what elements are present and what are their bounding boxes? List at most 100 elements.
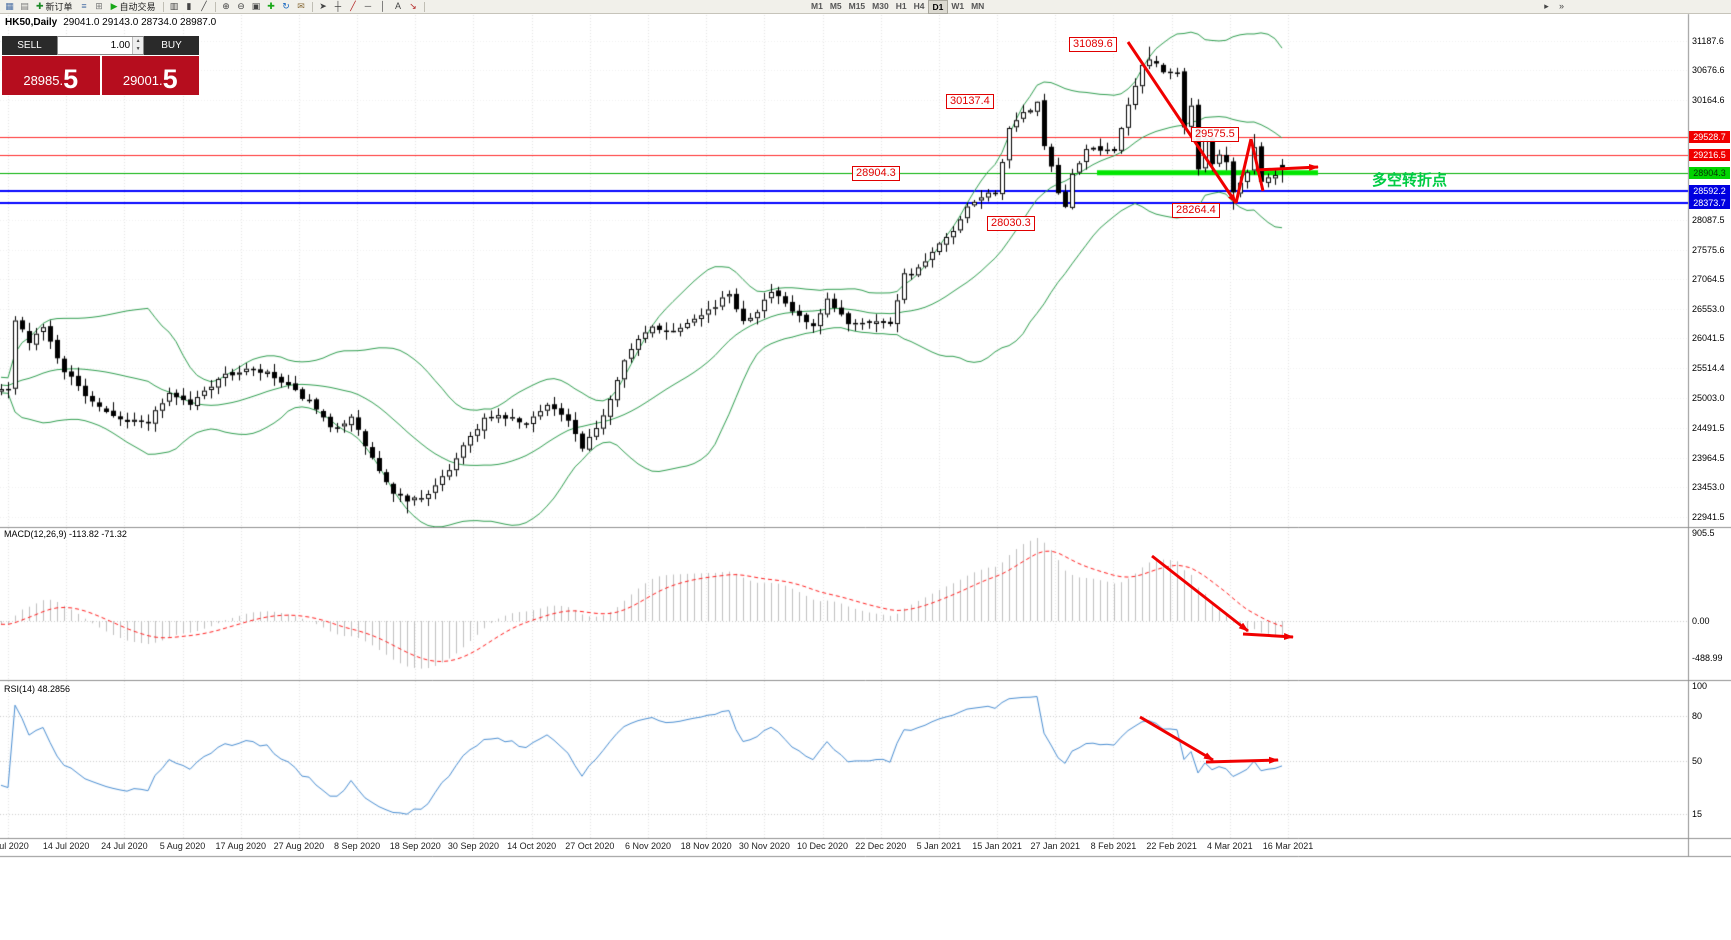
arrows-tool-icon[interactable]: ↘ — [409, 1, 417, 11]
pivot-annotation-text: 多空转折点 — [1372, 172, 1448, 189]
crosshair-icon[interactable]: ┼ — [334, 1, 342, 11]
sell-price-panel[interactable]: 28985. 5 — [2, 56, 100, 95]
mail-icon[interactable]: ✉ — [297, 1, 305, 11]
hline-icon[interactable]: ─ — [364, 1, 372, 11]
profiles-icon[interactable]: ▤ — [20, 1, 29, 11]
date-tick-label: 18 Nov 2020 — [680, 841, 732, 851]
date-tick-label: 2 Jul 2020 — [0, 841, 29, 851]
buy-price-frac: 5 — [162, 64, 178, 95]
price-tick-label: 25003.0 — [1692, 393, 1725, 403]
price-annotation-box: 28264.4 — [1172, 203, 1220, 218]
macd-tick-label: 0.00 — [1692, 616, 1710, 626]
price-level-badge: 28904.3 — [1689, 166, 1730, 179]
volume-up-icon[interactable]: ▲ — [133, 37, 143, 46]
date-tick-label: 27 Aug 2020 — [273, 841, 325, 851]
price-tick-label: 26041.5 — [1692, 333, 1725, 344]
price-tick-label: 23964.5 — [1692, 452, 1725, 463]
date-tick-label: 18 Sep 2020 — [389, 841, 441, 851]
ohlc-readout: 29041.0 29143.0 28734.0 28987.0 — [63, 17, 217, 28]
price-tick-label: 24491.5 — [1692, 422, 1725, 433]
price-annotation-box: 28030.3 — [987, 216, 1035, 231]
chart-shift-icon[interactable]: ▸ — [1544, 1, 1549, 11]
autotrade-button-label: 自动交易 — [119, 2, 156, 12]
new-order-icon: ✚ — [36, 1, 44, 11]
price-annotation-box: 31089.6 — [1069, 37, 1117, 52]
timeframe-button-m5[interactable]: M5 — [829, 0, 842, 11]
rsi-tick-label: 15 — [1692, 808, 1703, 819]
autotrade-button[interactable]: ▶ 自动交易 — [107, 1, 160, 13]
rsi-tick-label: 80 — [1692, 711, 1703, 721]
candlestick-chart-icon[interactable]: ▮ — [186, 1, 192, 11]
timeframe-button-m1[interactable]: M1 — [811, 0, 823, 11]
new-order-button[interactable]: ✚ 新订单 — [32, 1, 77, 13]
auto-scroll-icon[interactable]: » — [1558, 1, 1564, 11]
zoom-in-icon[interactable]: ⊕ — [222, 1, 230, 11]
date-tick-label: 24 Jul 2020 — [101, 841, 148, 851]
timeframe-button-mn[interactable]: MN — [971, 0, 985, 11]
buy-button[interactable]: BUY — [144, 36, 199, 55]
tile-windows-icon[interactable]: ▣ — [251, 1, 261, 11]
timeframe-button-d1[interactable]: D1 — [927, 0, 948, 14]
chart-title: HK50,Daily 29041.0 29143.0 28734.0 28987.… — [5, 17, 216, 28]
vline-icon[interactable]: │ — [380, 1, 386, 11]
buy-price-panel[interactable]: 29001. 5 — [101, 56, 199, 95]
date-tick-label: 5 Aug 2020 — [159, 841, 206, 851]
timeframe-button-h1[interactable]: H1 — [895, 0, 907, 11]
date-tick-label: 4 Mar 2021 — [1207, 841, 1253, 851]
price-tick-label: 27575.6 — [1692, 244, 1725, 255]
price-tick-label: 22941.5 — [1692, 512, 1725, 522]
date-tick-label: 15 Jan 2021 — [972, 841, 1022, 851]
cursor-icon[interactable]: ➤ — [319, 1, 327, 11]
price-level-badge: 29528.7 — [1689, 130, 1730, 143]
date-tick-label: 10 Dec 2020 — [797, 841, 849, 851]
rsi-indicator-label: RSI(14) 48.2856 — [4, 684, 71, 694]
date-tick-label: 17 Aug 2020 — [215, 841, 266, 851]
price-tick-label: 23453.0 — [1692, 482, 1725, 493]
toolbar-separator — [311, 1, 313, 12]
date-tick-label: 22 Dec 2020 — [855, 841, 907, 851]
new-chart-icon[interactable]: ▦ — [5, 1, 14, 11]
volume-input[interactable] — [58, 37, 133, 54]
line-chart-icon[interactable]: ╱ — [201, 1, 207, 11]
macd-tick-label: -488.99 — [1692, 653, 1723, 663]
data-window-icon[interactable]: ⊞ — [95, 1, 103, 11]
text-label-icon[interactable]: A — [394, 1, 401, 11]
macd-indicator-label: MACD(12,26,9) -113.82 -71.32 — [4, 529, 127, 539]
timeframe-button-m30[interactable]: M30 — [872, 0, 889, 11]
rsi-tick-label: 50 — [1692, 756, 1703, 766]
price-level-badge: 29216.5 — [1689, 148, 1730, 161]
toolbar-separator — [162, 1, 164, 12]
rsi-tick-label: 100 — [1692, 681, 1708, 691]
date-tick-label: 27 Jan 2021 — [1030, 841, 1081, 851]
toolbar: ▦ ▤ ✚ 新订单 ≡ ⊞ ▶ 自动交易 ▥ ▮ ╱ ⊕ ⊖ ▣ ✚ ↻ ✉ ➤ ┼ ╱ ─ │ A ↘ M1 M5 M15 M30 H… — [0, 0, 1731, 14]
refresh-icon[interactable]: ↻ — [282, 1, 290, 11]
trendline-icon[interactable]: ╱ — [350, 1, 356, 11]
timeframe-button-m15[interactable]: M15 — [848, 0, 866, 11]
one-click-trade-panel: SELL ▲ ▼ BUY 28985.5 29001.5 — [2, 36, 199, 95]
add-indicator-icon[interactable]: ✚ — [267, 1, 275, 11]
sell-price-frac: 5 — [63, 64, 79, 95]
autotrade-icon: ▶ — [110, 1, 118, 11]
timeframe-button-w1[interactable]: W1 — [951, 0, 965, 11]
date-tick-label: 27 Oct 2020 — [565, 841, 615, 851]
price-annotation-box: 28904.3 — [852, 166, 900, 181]
price-level-badge: 28373.7 — [1689, 197, 1730, 210]
date-tick-label: 14 Oct 2020 — [507, 841, 557, 851]
date-tick-label: 16 Mar 2021 — [1262, 841, 1314, 851]
zoom-out-icon[interactable]: ⊖ — [237, 1, 245, 11]
date-tick-label: 8 Sep 2020 — [334, 841, 381, 851]
toolbar-separator — [214, 1, 216, 12]
date-tick-label: 14 Jul 2020 — [42, 841, 90, 851]
date-tick-label: 30 Sep 2020 — [447, 841, 499, 851]
price-tick-label: 28087.5 — [1692, 214, 1725, 225]
volume-field-wrap: ▲ ▼ — [57, 36, 144, 55]
buy-price-int: 29001. — [122, 73, 163, 88]
volume-down-icon[interactable]: ▼ — [133, 45, 143, 54]
date-tick-label: 22 Feb 2021 — [1146, 841, 1197, 851]
sell-button[interactable]: SELL — [2, 36, 57, 55]
market-watch-icon[interactable]: ≡ — [81, 1, 87, 11]
bar-chart-icon[interactable]: ▥ — [169, 1, 179, 11]
timeframe-button-h4[interactable]: H4 — [913, 0, 925, 11]
